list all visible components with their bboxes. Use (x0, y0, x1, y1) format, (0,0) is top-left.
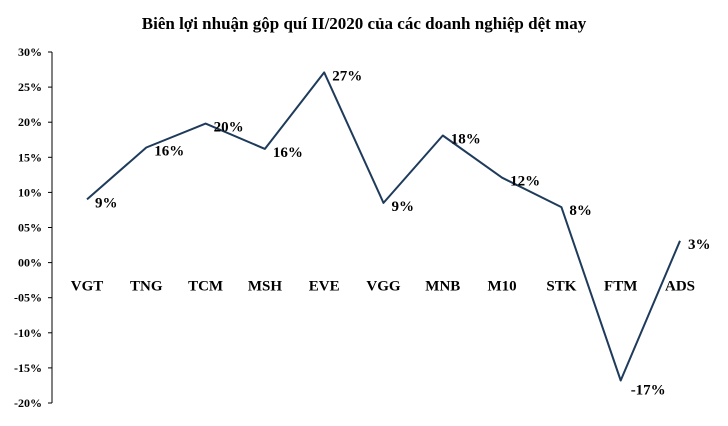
data-labels: 9% 16% 20% 16% 27% 9% 18% 12% 8% -17% 3% (95, 68, 711, 398)
y-tick-label: 10% (18, 185, 42, 199)
x-category-label: M10 (488, 279, 517, 295)
y-tick-label: 30% (18, 45, 42, 59)
x-category-label: EVE (309, 279, 340, 295)
x-category-label: MSH (248, 279, 283, 295)
x-category-label: STK (546, 279, 576, 295)
y-tick-label: 20% (18, 115, 42, 129)
y-tick-label: 05% (18, 221, 42, 235)
x-category-label: TCM (188, 279, 223, 295)
y-axis-ticks: 30% 25% 20% 15% 10% 05% 00% -05% -10% -15% -20% (14, 45, 52, 410)
y-tick-label: -05% (14, 291, 42, 305)
series-line (86, 71, 681, 382)
data-label: 18% (451, 132, 481, 148)
x-category-label: MNB (425, 279, 460, 295)
chart-title: Biên lợi nhuận gộp quí II/2020 của các d… (142, 14, 587, 33)
x-category-label: VGT (71, 279, 104, 295)
y-tick-label: -20% (14, 396, 42, 410)
y-tick-label: -15% (14, 361, 42, 375)
data-label: 16% (154, 143, 184, 159)
y-tick-label: 25% (18, 80, 42, 94)
x-category-label: FTM (604, 279, 637, 295)
data-label: 3% (688, 237, 711, 253)
data-label: -17% (631, 383, 666, 399)
y-tick-label: 15% (18, 150, 42, 164)
data-label: 20% (214, 120, 244, 136)
data-label: 9% (392, 199, 415, 215)
y-tick-label: -10% (14, 326, 42, 340)
data-label: 27% (332, 68, 362, 84)
y-tick-label: 00% (18, 256, 42, 270)
x-category-label: TNG (130, 279, 163, 295)
data-label: 9% (95, 195, 118, 211)
data-label: 8% (569, 203, 592, 219)
x-axis-categories: VGT TNG TCM MSH EVE VGG MNB M10 STK FTM ADS (71, 279, 695, 295)
x-category-label: ADS (665, 279, 695, 295)
data-label: 12% (510, 174, 540, 190)
x-category-label: VGG (366, 279, 401, 295)
data-label: 16% (273, 145, 303, 161)
